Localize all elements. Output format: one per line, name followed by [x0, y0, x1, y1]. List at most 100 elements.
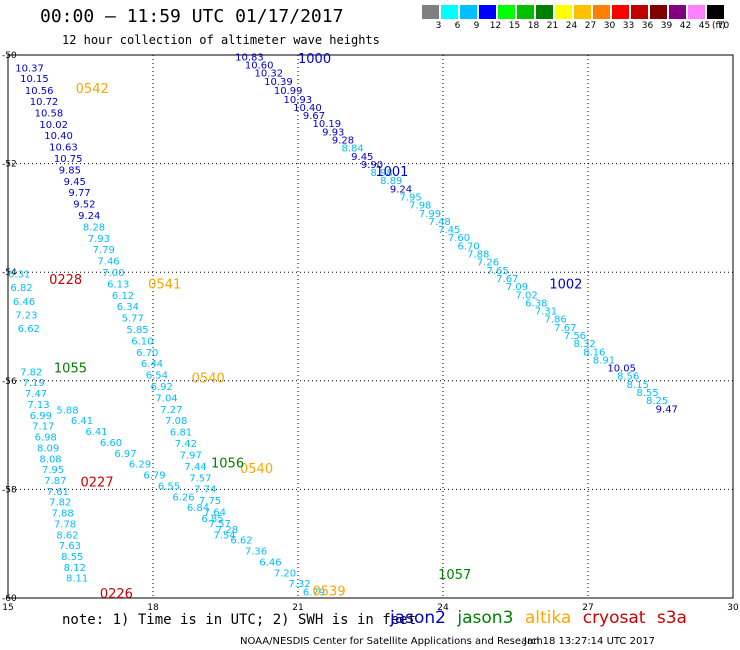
y-tick-label: -54	[2, 268, 17, 278]
swh-value: 8.55	[61, 552, 83, 563]
x-tick-label: 15	[2, 603, 13, 613]
swh-value: 8.56	[617, 372, 639, 383]
swh-value: 7.82	[49, 498, 71, 509]
swh-value: 10.56	[25, 86, 54, 97]
swh-value: 8.62	[56, 530, 78, 541]
swh-value: 6.82	[10, 283, 32, 294]
swh-value: 5.88	[56, 405, 78, 416]
swh-value: 6.79	[143, 471, 165, 482]
swh-value: 10.58	[35, 108, 64, 119]
swh-value: 9.45	[64, 177, 86, 188]
swh-value: 9.45	[351, 152, 373, 163]
swh-value: 9.77	[68, 188, 90, 199]
swh-value: 6.31	[8, 270, 30, 281]
swh-value: 9.93	[322, 127, 344, 138]
swh-value: 8.32	[574, 339, 596, 350]
swh-value: 7.28	[216, 525, 238, 536]
plot-frame	[7, 54, 734, 599]
swh-value: 7.67	[554, 323, 576, 334]
swh-value: 10.83	[235, 52, 264, 63]
footer-timestamp: Jan 18 13:27:14 UTC 2017	[524, 636, 656, 647]
swh-value: 9.28	[332, 136, 354, 147]
pass-number-label: 0540	[192, 371, 225, 386]
scale-label: 21	[546, 21, 559, 31]
pass-number-label: 1056	[211, 457, 244, 472]
legend-jason3: jason3	[457, 608, 514, 628]
chart-title: 00:00 – 11:59 UTC 01/17/2017	[40, 6, 344, 27]
scale-label: 39	[660, 21, 673, 31]
swh-value: 6.70	[136, 348, 158, 359]
swh-value: 6.54	[146, 371, 168, 382]
swh-value: 7.27	[160, 405, 182, 416]
swh-value: 7.60	[448, 233, 470, 244]
swh-value: 10.32	[255, 69, 284, 80]
swh-value: 8.25	[646, 396, 668, 407]
swh-value: 10.63	[49, 143, 78, 154]
x-tick-label: 24	[437, 603, 449, 613]
x-tick-label: 21	[292, 603, 303, 613]
swh-value: 6.12	[112, 291, 134, 302]
scale-label: 36	[641, 21, 654, 31]
scale-label: 27	[584, 21, 597, 31]
swh-value: 6.79	[303, 587, 325, 598]
scale-swatch	[555, 5, 572, 19]
swh-value: 7.95	[42, 465, 64, 476]
y-tick-label: -50	[2, 51, 17, 61]
scale-swatch	[688, 5, 705, 19]
swh-value: 10.75	[54, 154, 83, 165]
chart-note: note: 1) Time is in UTC; 2) SWH is in fe…	[62, 612, 417, 628]
legend-altika: altika	[524, 608, 572, 628]
swh-value: 7.57	[189, 473, 211, 484]
pass-number-label: 0542	[76, 82, 109, 97]
y-tick-label: -56	[2, 377, 17, 387]
scale-swatch	[707, 5, 724, 19]
pass-number-label: 1000	[298, 52, 331, 67]
scale-label: 3	[435, 21, 442, 31]
scale-label: 30	[603, 21, 616, 31]
swh-value: 7.09	[506, 282, 528, 293]
x-tick-label: 30	[727, 603, 739, 613]
swh-value: 7.44	[184, 462, 206, 473]
scale-swatch	[669, 5, 686, 19]
swh-value: 10.40	[293, 103, 322, 114]
scale-label: 42	[679, 21, 692, 31]
swh-value: 6.97	[114, 449, 136, 460]
swh-value: 8.16	[583, 347, 605, 358]
swh-value: 6.46	[13, 297, 35, 308]
swh-value: 6.41	[71, 416, 93, 427]
swh-value: 7.67	[496, 274, 518, 285]
swh-value: 7.75	[199, 496, 221, 507]
swh-value: 7.82	[20, 367, 42, 378]
swh-value: 6.84	[187, 503, 209, 514]
swh-value: 6.26	[172, 492, 194, 503]
scale-label: 24	[565, 21, 578, 31]
swh-value: 6.41	[85, 427, 107, 438]
swh-value: 9.85	[59, 165, 81, 176]
swh-value: 6.29	[129, 460, 151, 471]
swh-value: 7.32	[288, 579, 310, 590]
scale-swatch	[441, 5, 458, 19]
swh-value: 9.24	[78, 211, 100, 222]
swh-value: 8.89	[380, 176, 402, 187]
chart-subtitle: 12 hour collection of altimeter wave hei…	[62, 33, 380, 47]
swh-value: 9.90	[361, 160, 383, 171]
swh-value: 8.98	[371, 168, 393, 179]
swh-value: 8.28	[83, 222, 105, 233]
swh-value: 7.48	[429, 217, 451, 228]
y-tick-label: -58	[2, 485, 17, 495]
swh-value: 9.52	[73, 200, 95, 211]
swh-value: 7.42	[175, 439, 197, 450]
swh-value: 7.99	[419, 209, 441, 220]
scale-swatch	[498, 5, 515, 19]
scale-swatch	[631, 5, 648, 19]
swh-value: 6.85	[201, 514, 223, 525]
pass-number-label: 0540	[240, 462, 273, 477]
swh-value: 8.12	[64, 563, 86, 574]
swh-value: 10.40	[44, 131, 73, 142]
swh-value: 9.47	[656, 404, 678, 415]
y-tick-label: -52	[2, 160, 17, 170]
pass-number-label: 0227	[81, 476, 114, 491]
swh-value: 6.62	[18, 324, 40, 335]
scale-label: 15	[508, 21, 521, 31]
